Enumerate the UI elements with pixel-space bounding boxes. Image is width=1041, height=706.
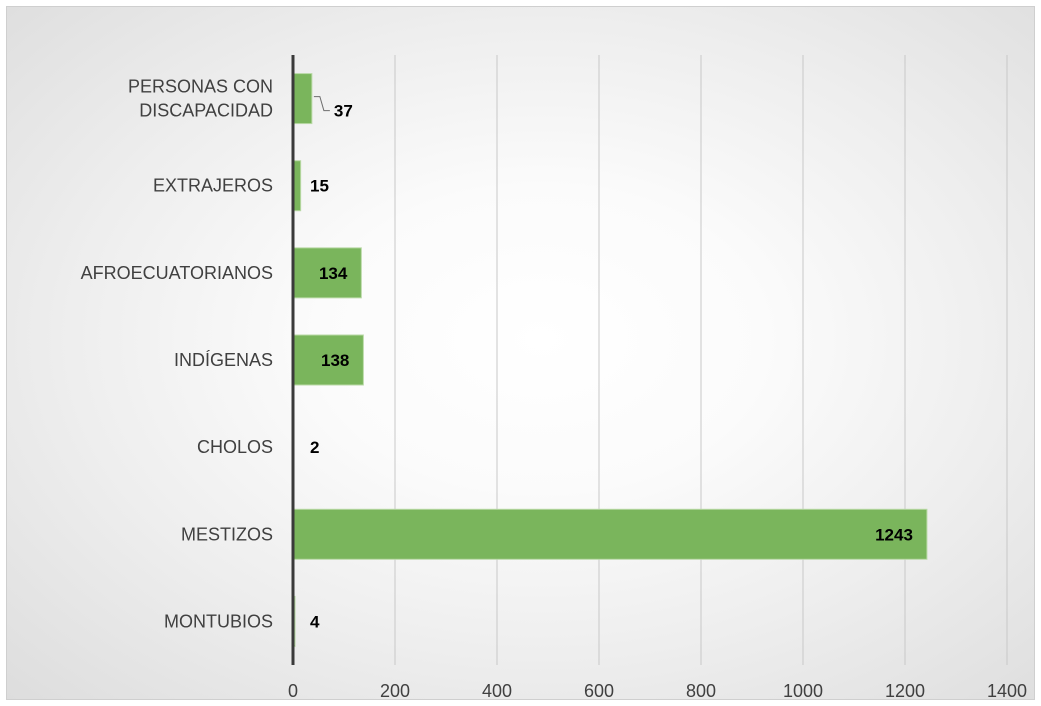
- x-tick-labels: 0 200 400 600 800 1000 1200 1400: [288, 681, 1027, 701]
- category-label: EXTRAJEROS: [153, 176, 273, 196]
- x-tick-label: 200: [380, 681, 410, 701]
- category-labels: PERSONAS CON DISCAPACIDAD EXTRAJEROS AFROEC…: [81, 77, 273, 632]
- data-label: 15: [310, 177, 329, 196]
- data-label-leader: [313, 96, 330, 112]
- bars: [293, 73, 928, 647]
- category-label: PERSONAS CON DISCAPACIDAD: [128, 77, 273, 121]
- bar: [293, 334, 364, 386]
- x-tick-label: 1400: [987, 681, 1027, 701]
- data-label: 138: [321, 351, 349, 370]
- category-label: INDÍGENAS: [174, 350, 273, 370]
- x-tick-label: 1200: [885, 681, 925, 701]
- x-tick-label: 400: [482, 681, 512, 701]
- bar: [293, 508, 928, 560]
- data-label: 1243: [875, 525, 913, 544]
- data-label: 4: [310, 612, 320, 631]
- category-label: MESTIZOS: [181, 524, 273, 544]
- category-label: AFROECUATORIANOS: [81, 263, 273, 283]
- bar-chart: PERSONAS CON DISCAPACIDAD EXTRAJEROS AFROEC…: [81, 55, 1027, 701]
- bar: [293, 73, 313, 125]
- bar: [293, 160, 302, 212]
- category-label: CHOLOS: [197, 437, 273, 457]
- x-tick-label: 800: [686, 681, 716, 701]
- data-label: 37: [334, 102, 353, 121]
- x-tick-label: 0: [288, 681, 298, 701]
- gridlines: [394, 55, 1008, 665]
- data-label: 2: [310, 438, 319, 457]
- chart-frame: PERSONAS CON DISCAPACIDAD EXTRAJEROS AFROEC…: [6, 6, 1035, 701]
- data-labels: 37 15 134 138 2 1243 4: [310, 96, 913, 631]
- category-label: MONTUBIOS: [164, 611, 273, 631]
- data-label: 134: [319, 264, 348, 283]
- x-tick-label: 600: [584, 681, 614, 701]
- x-tick-label: 1000: [783, 681, 823, 701]
